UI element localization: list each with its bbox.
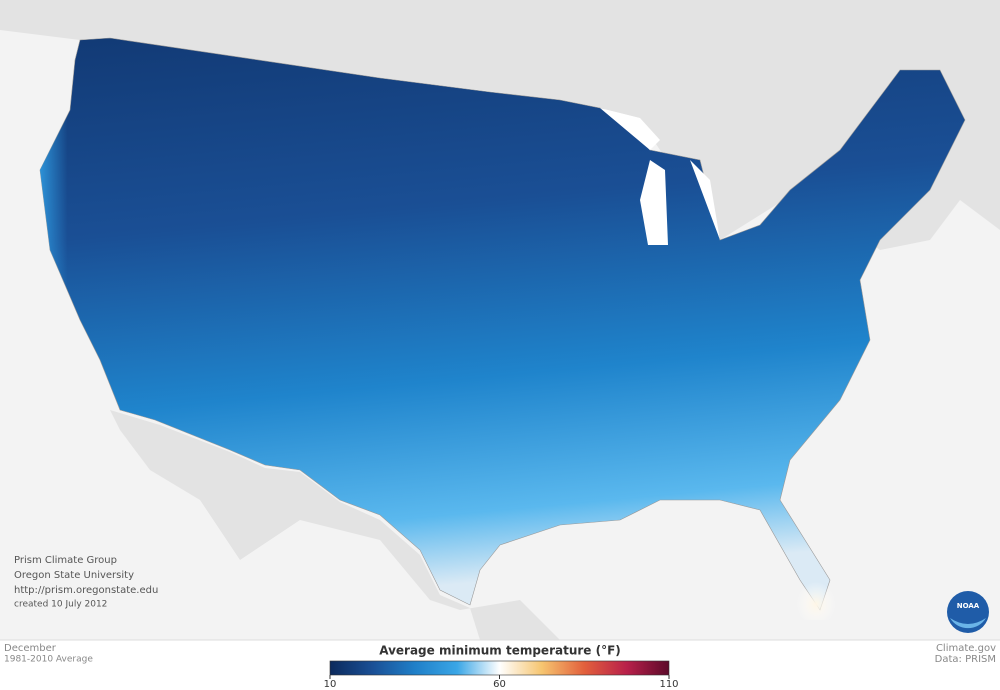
noaa-logo: NOAA <box>947 591 989 633</box>
credit: Prism Climate Group <box>14 555 117 566</box>
canada <box>0 0 1000 250</box>
florida-warm <box>700 460 840 620</box>
credit: Oregon State University <box>14 570 134 581</box>
data-source: Data: PRISM <box>935 654 996 665</box>
legend-tick-label: 60 <box>493 679 506 690</box>
credit: created 10 July 2012 <box>14 600 107 610</box>
legend-tick-label: 10 <box>324 679 337 690</box>
credit: http://prism.oregonstate.edu <box>14 585 158 596</box>
great-lakes <box>600 108 720 245</box>
color-bar <box>329 660 670 676</box>
us-west-coast <box>40 38 150 410</box>
period-subtitle: 1981-2010 Average <box>4 655 93 665</box>
logo-text: NOAA <box>957 602 980 610</box>
credits: Prism Climate Group Oregon State Univers… <box>14 555 158 610</box>
legend-tick-label: 110 <box>659 679 678 690</box>
period: December <box>4 643 57 654</box>
logo-wave <box>950 618 986 629</box>
mexico <box>110 410 560 640</box>
legend-title: Average minimum temperature (°F) <box>379 644 621 658</box>
source: Climate.gov <box>936 643 996 654</box>
